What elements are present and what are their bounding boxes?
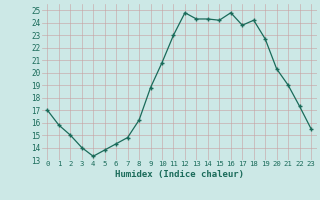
X-axis label: Humidex (Indice chaleur): Humidex (Indice chaleur) — [115, 170, 244, 179]
